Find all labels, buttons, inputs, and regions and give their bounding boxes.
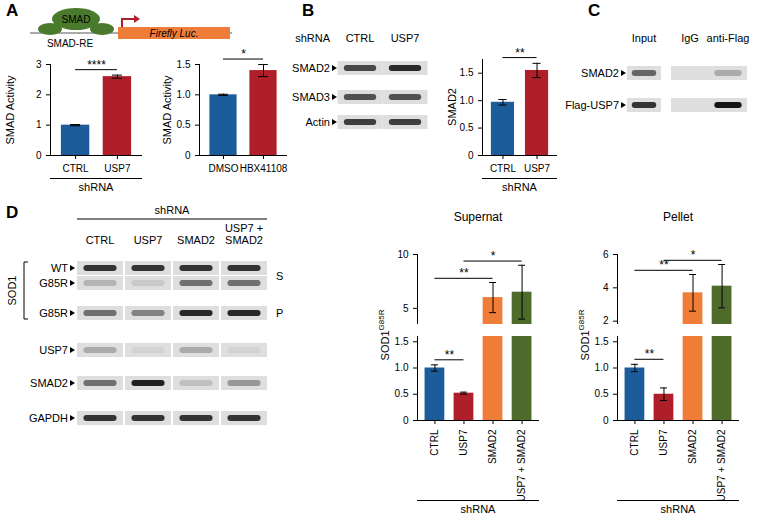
svg-text:USP7: USP7 — [104, 163, 131, 174]
svg-text:****: **** — [87, 58, 106, 72]
html-text:SMAD Activity: SMAD Activity — [4, 75, 16, 145]
svg-text:5: 5 — [403, 303, 409, 314]
svg-text:2: 2 — [36, 89, 42, 100]
svg-text:CTRL: CTRL — [629, 429, 640, 456]
svg-text:1.5: 1.5 — [595, 336, 609, 347]
svg-text:1.0: 1.0 — [460, 95, 474, 106]
svg-text:0: 0 — [468, 150, 474, 161]
svg-text:CTRL: CTRL — [346, 32, 375, 44]
svg-text:USP7: USP7 — [458, 429, 469, 456]
svg-text:*: * — [691, 248, 696, 262]
svg-text:GAPDH: GAPDH — [29, 412, 68, 424]
svg-text:*: * — [241, 47, 246, 61]
html-text:SMAD2: SMAD2 — [446, 88, 458, 126]
svg-text:SMAD2: SMAD2 — [581, 67, 619, 79]
svg-text:shRNA: shRNA — [155, 204, 191, 216]
svg-text:1.5: 1.5 — [395, 336, 409, 347]
html-text:SOD1: SOD1 — [578, 330, 591, 361]
svg-text:CTRL: CTRL — [429, 429, 440, 456]
svg-text:SMAD2: SMAD2 — [687, 429, 698, 464]
svg-text:0.5: 0.5 — [177, 119, 191, 130]
svg-text:10: 10 — [397, 249, 409, 260]
svg-text:USP7: USP7 — [524, 163, 551, 174]
svg-text:0: 0 — [603, 415, 609, 426]
svg-text:shRNA: shRNA — [295, 32, 331, 44]
svg-text:USP7: USP7 — [134, 234, 163, 246]
svg-text:Firefly Luc.: Firefly Luc. — [150, 28, 199, 39]
svg-text:1: 1 — [36, 119, 42, 130]
svg-text:HBX41108: HBX41108 — [240, 163, 288, 174]
svg-text:SMAD2: SMAD2 — [30, 377, 68, 389]
svg-text:CTRL: CTRL — [490, 163, 517, 174]
svg-text:0: 0 — [185, 150, 191, 161]
svg-text:0: 0 — [403, 415, 409, 426]
html-text:G85R: G85R — [377, 309, 387, 331]
html-text:Supernat: Supernat — [453, 210, 503, 224]
svg-text:P: P — [276, 307, 283, 319]
svg-text:1.0: 1.0 — [595, 362, 609, 373]
svg-text:USP7 +: USP7 + — [225, 222, 263, 234]
svg-text:Input: Input — [632, 32, 656, 44]
svg-text:0.5: 0.5 — [395, 388, 409, 399]
svg-text:USP7: USP7 — [658, 429, 669, 456]
svg-text:G85R: G85R — [39, 307, 68, 319]
html-text:shRNA: shRNA — [502, 181, 537, 193]
svg-text:USP7 + SMAD2: USP7 + SMAD2 — [516, 429, 527, 501]
svg-text:0.5: 0.5 — [460, 122, 474, 133]
svg-text:1.5: 1.5 — [177, 59, 191, 70]
svg-text:USP7: USP7 — [39, 344, 68, 356]
svg-text:D: D — [6, 203, 18, 222]
svg-text:*: * — [491, 249, 496, 263]
svg-text:SMAD2: SMAD2 — [177, 234, 215, 246]
svg-text:USP7: USP7 — [391, 32, 420, 44]
svg-text:**: ** — [659, 258, 669, 272]
html-text:shRNA: shRNA — [660, 503, 696, 515]
svg-text:**: ** — [459, 266, 469, 280]
svg-text:0: 0 — [36, 150, 42, 161]
svg-text:**: ** — [645, 347, 655, 361]
svg-text:USP7 + SMAD2: USP7 + SMAD2 — [716, 429, 727, 501]
svg-text:B: B — [302, 1, 314, 20]
svg-text:SMAD-RE: SMAD-RE — [47, 38, 93, 49]
svg-text:SMAD3: SMAD3 — [292, 91, 330, 103]
svg-text:SMAD: SMAD — [62, 14, 91, 25]
svg-text:C: C — [588, 1, 600, 20]
svg-text:anti-Flag: anti-Flag — [707, 32, 750, 44]
html-text:G85R: G85R — [577, 309, 587, 331]
svg-text:DMSO: DMSO — [209, 163, 239, 174]
svg-text:2: 2 — [603, 315, 609, 326]
svg-text:WT: WT — [51, 262, 68, 274]
svg-text:A: A — [6, 1, 18, 20]
svg-text:6: 6 — [603, 249, 609, 260]
svg-text:1.5: 1.5 — [460, 67, 474, 78]
svg-text:4: 4 — [603, 282, 609, 293]
svg-text:CTRL: CTRL — [63, 163, 90, 174]
svg-text:SMAD2: SMAD2 — [225, 234, 263, 246]
html-text:SOD1: SOD1 — [378, 330, 391, 361]
svg-text:1.0: 1.0 — [395, 362, 409, 373]
html-text:SMAD Activity: SMAD Activity — [161, 75, 173, 145]
svg-text:1.0: 1.0 — [177, 89, 191, 100]
svg-text:SOD1: SOD1 — [6, 276, 18, 306]
svg-text:SMAD2: SMAD2 — [487, 429, 498, 464]
html-text:Pellet: Pellet — [663, 210, 693, 224]
svg-text:Actin: Actin — [306, 116, 330, 128]
svg-text:Flag-USP7: Flag-USP7 — [565, 99, 619, 111]
svg-text:CTRL: CTRL — [86, 234, 115, 246]
svg-text:S: S — [276, 270, 283, 282]
html-text:shRNA: shRNA — [78, 181, 114, 193]
svg-text:SMAD2: SMAD2 — [292, 62, 330, 74]
svg-text:**: ** — [515, 46, 525, 60]
svg-text:G85R: G85R — [39, 277, 68, 289]
svg-text:0.5: 0.5 — [595, 388, 609, 399]
svg-text:3: 3 — [36, 59, 42, 70]
html-text:shRNA: shRNA — [460, 503, 496, 515]
svg-text:**: ** — [445, 348, 455, 362]
svg-text:IgG: IgG — [681, 32, 699, 44]
